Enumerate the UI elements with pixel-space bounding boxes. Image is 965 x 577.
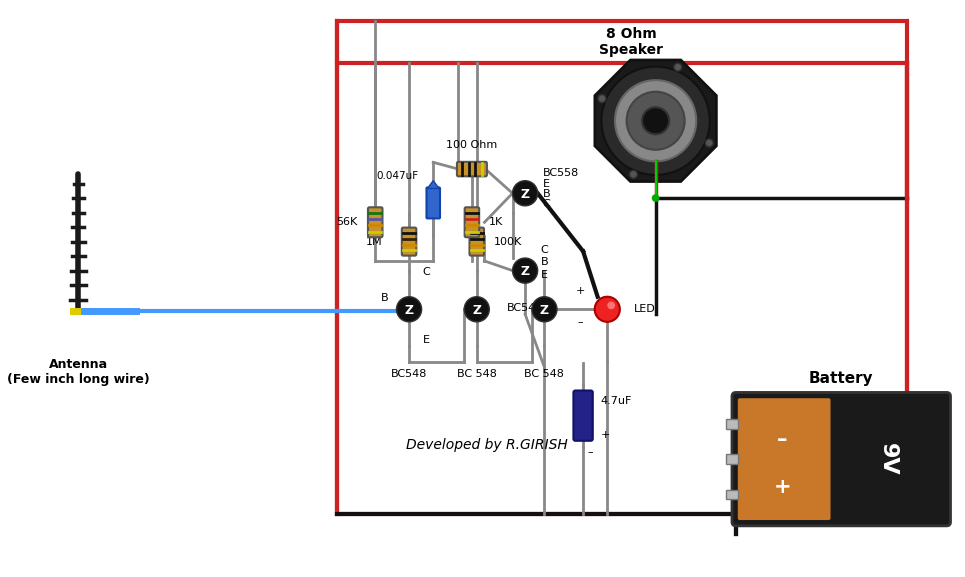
Circle shape: [626, 92, 684, 150]
Text: –: –: [588, 447, 593, 458]
Bar: [727, 489, 738, 499]
Text: Antenna
(Few inch long wire): Antenna (Few inch long wire): [7, 358, 150, 385]
Text: 0.047uF: 0.047uF: [376, 171, 419, 181]
Bar: [337, 21, 907, 514]
Text: B: B: [381, 293, 389, 303]
Circle shape: [642, 107, 669, 134]
Text: 9V: 9V: [877, 443, 897, 475]
Text: C: C: [423, 268, 430, 278]
FancyBboxPatch shape: [427, 188, 440, 219]
Circle shape: [464, 297, 489, 322]
Text: LED: LED: [634, 304, 656, 314]
FancyBboxPatch shape: [732, 392, 951, 526]
Circle shape: [594, 297, 620, 322]
Text: 4.7uF: 4.7uF: [600, 396, 632, 406]
Text: –: –: [777, 430, 787, 450]
FancyBboxPatch shape: [401, 227, 416, 256]
FancyBboxPatch shape: [470, 227, 484, 256]
Polygon shape: [594, 60, 716, 182]
Text: +: +: [773, 477, 791, 497]
Text: BC548: BC548: [507, 304, 543, 313]
Text: BC558: BC558: [542, 168, 579, 178]
Text: Z: Z: [520, 188, 530, 201]
Circle shape: [601, 66, 709, 175]
Text: B: B: [540, 257, 548, 267]
FancyBboxPatch shape: [456, 162, 487, 177]
Circle shape: [512, 258, 538, 283]
Text: +: +: [575, 286, 585, 296]
Text: Z: Z: [520, 265, 530, 278]
Circle shape: [532, 297, 557, 322]
Text: Battery: Battery: [809, 372, 873, 387]
Circle shape: [598, 95, 606, 103]
Text: BC 548: BC 548: [525, 369, 565, 379]
Circle shape: [629, 170, 637, 178]
Text: E: E: [542, 179, 549, 189]
Text: 1M: 1M: [366, 237, 382, 246]
Text: Z: Z: [472, 304, 482, 317]
Text: –: –: [577, 317, 583, 327]
Text: 1K: 1K: [489, 218, 504, 227]
Text: C: C: [540, 245, 548, 255]
Text: 100K: 100K: [494, 237, 522, 246]
Bar: [727, 454, 738, 464]
Text: Z: Z: [404, 304, 414, 317]
Text: 100 Ohm: 100 Ohm: [446, 140, 498, 150]
Text: Developed by R.GIRISH: Developed by R.GIRISH: [405, 437, 567, 452]
Circle shape: [615, 80, 696, 162]
FancyBboxPatch shape: [573, 391, 593, 441]
FancyBboxPatch shape: [738, 398, 831, 520]
Text: E: E: [540, 271, 547, 280]
Circle shape: [674, 63, 681, 71]
Text: BC548: BC548: [391, 369, 427, 379]
Text: C: C: [542, 199, 550, 209]
Text: 8 Ohm
Speaker: 8 Ohm Speaker: [599, 27, 664, 57]
Text: 56K: 56K: [337, 218, 358, 227]
FancyBboxPatch shape: [368, 207, 382, 237]
Circle shape: [397, 297, 422, 322]
Text: B: B: [542, 189, 550, 199]
Circle shape: [651, 194, 659, 202]
Polygon shape: [427, 181, 439, 189]
Circle shape: [607, 302, 615, 309]
Text: BC 548: BC 548: [456, 369, 497, 379]
Bar: [727, 419, 738, 429]
Text: Z: Z: [539, 304, 549, 317]
Text: +: +: [600, 430, 610, 440]
Text: E: E: [423, 335, 429, 345]
Circle shape: [705, 139, 713, 147]
FancyBboxPatch shape: [465, 207, 480, 237]
Circle shape: [512, 181, 538, 206]
